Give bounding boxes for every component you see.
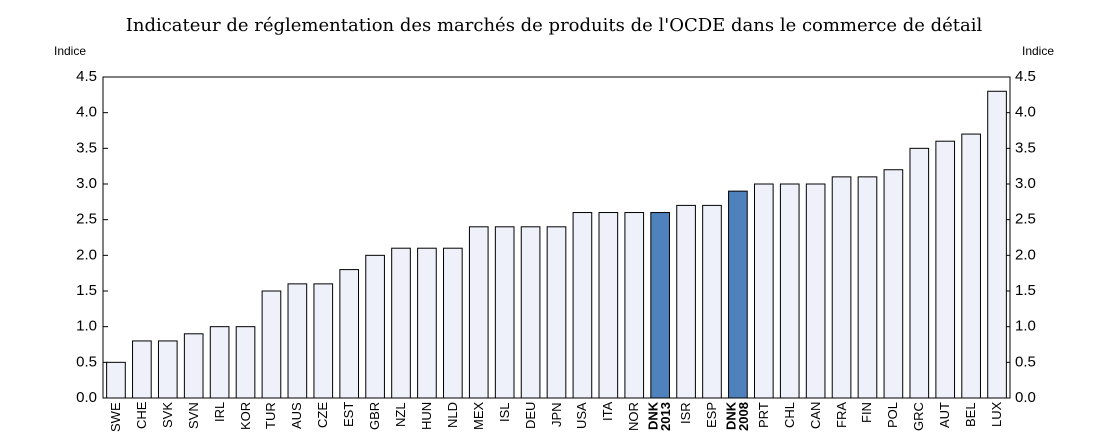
x-tick-label: GBR (366, 402, 382, 431)
bar (961, 133, 981, 399)
x-tick-label: CHE (133, 402, 149, 430)
x-tick-label: AUT (937, 402, 953, 428)
y2-tick-label: 0.0 (1015, 389, 1036, 406)
bar (106, 361, 126, 399)
x-tick-label: ESP (703, 402, 719, 429)
y-tick-label: 1.0 (76, 318, 97, 335)
x-tick-label: NLD (444, 402, 460, 429)
y-tick-label: 0.5 (76, 353, 97, 370)
y2-tick-label: 4.5 (1015, 68, 1036, 85)
y-tick-label: 4.5 (76, 68, 97, 85)
bar (365, 254, 385, 399)
bar (857, 176, 878, 399)
x-tick-label: AUS (289, 402, 305, 429)
x-tick-label: DNK 2013 (645, 402, 674, 431)
x-tick-label: FIN (859, 402, 875, 423)
y-tick-label: 3.0 (76, 175, 97, 192)
bar (650, 212, 670, 399)
x-tick-label: USA (574, 402, 590, 429)
bar (572, 212, 593, 399)
bar (468, 226, 489, 399)
y-tick-label: 0.0 (76, 389, 97, 406)
x-tick-label: EST (341, 402, 356, 428)
x-tick-label: HUN (418, 402, 434, 431)
bar (546, 226, 567, 399)
x-tick-label: SWE (107, 402, 123, 432)
bar (261, 290, 282, 399)
bar (494, 226, 515, 399)
x-tick-label: NZL (392, 402, 408, 427)
bar (702, 204, 722, 399)
x-tick-label: BEL (962, 402, 978, 427)
chart-title: Indicateur de réglementation des marchés… (126, 15, 983, 36)
x-tick-label: CAN (807, 402, 823, 430)
bar (313, 283, 334, 399)
x-tick-label: PRT (755, 402, 771, 428)
y2-tick-label: 3.5 (1015, 139, 1036, 156)
y2-tick-label: 4.0 (1015, 104, 1036, 121)
bar (339, 269, 360, 399)
y2-tick-label: 2.5 (1015, 211, 1036, 228)
bar (157, 340, 178, 399)
bar (987, 90, 1007, 399)
bar (235, 326, 256, 399)
x-tick-label: SVN (185, 402, 201, 429)
x-tick-label: IRL (211, 402, 227, 423)
x-tick-label: DNK 2008 (723, 402, 751, 431)
bar (132, 340, 152, 399)
x-tick-label: CHL (781, 402, 797, 429)
x-tick-label: ITA (600, 402, 616, 422)
bar (676, 204, 696, 399)
bar (779, 183, 800, 399)
bar (520, 226, 541, 399)
bar (443, 247, 463, 399)
y2-tick-label: 2.0 (1015, 246, 1036, 263)
y2-tick-label: 1.0 (1015, 318, 1036, 335)
x-tick-label: GRC (911, 402, 927, 431)
y-axis-label: Indice (54, 44, 86, 58)
x-tick-label: TUR (263, 402, 279, 429)
x-tick-label: MEX (470, 402, 486, 431)
x-tick-label: POL (885, 402, 901, 429)
y2-tick-label: 0.5 (1015, 353, 1036, 370)
y-tick-label: 1.5 (76, 282, 97, 299)
bar (287, 283, 308, 399)
bar (753, 183, 774, 399)
bar (598, 212, 619, 399)
bar (183, 333, 204, 399)
bar (909, 147, 930, 399)
x-tick-label: CZE (315, 402, 331, 428)
y2-tick-label: 1.5 (1015, 282, 1036, 299)
x-tick-label: DEU (522, 402, 538, 430)
x-tick-label: FRA (833, 402, 849, 428)
x-tick-label: ISR (677, 402, 693, 424)
y-tick-label: 2.0 (76, 246, 97, 263)
x-tick-label: SVK (159, 402, 175, 429)
bar (728, 190, 748, 399)
y-tick-label: 3.5 (76, 139, 97, 156)
bar (883, 169, 904, 399)
bar (624, 212, 645, 399)
x-tick-label: ISL (496, 402, 512, 422)
bar (417, 247, 437, 399)
y-tick-label: 2.5 (76, 211, 97, 228)
x-tick-label: JPN (548, 402, 564, 427)
bar (935, 140, 956, 399)
x-tick-label: LUX (988, 402, 1004, 428)
bar (391, 247, 411, 399)
bar (805, 183, 826, 399)
bar (209, 326, 230, 399)
y2-tick-label: 3.0 (1015, 175, 1036, 192)
y-tick-label: 4.0 (76, 104, 97, 121)
bar (831, 176, 852, 399)
x-tick-label: NOR (626, 402, 642, 431)
y2-axis-label: Indice (1022, 44, 1054, 58)
x-tick-label: KOR (237, 402, 253, 431)
